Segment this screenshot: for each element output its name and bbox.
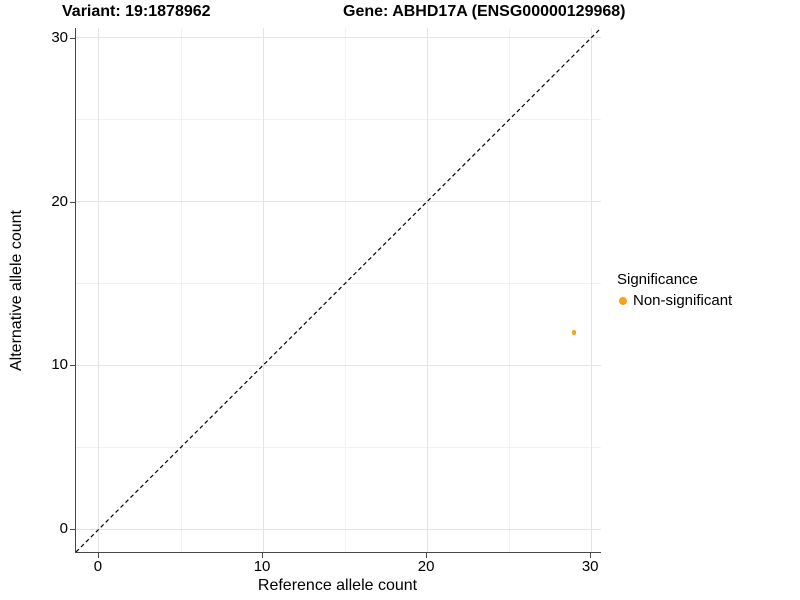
legend: Significance Non-significant	[617, 270, 732, 309]
legend-entry-label: Non-significant	[633, 292, 733, 309]
plot-title-gene: Gene: ABHD17A (ENSG00000129968)	[343, 3, 626, 20]
y-tick-mark	[70, 365, 75, 367]
y-minor-gridline	[76, 446, 601, 448]
x-major-gridline	[426, 28, 428, 552]
scatter-point	[571, 330, 576, 335]
y-tick-label: 30	[51, 28, 68, 46]
x-tick-mark	[426, 553, 428, 558]
x-major-gridline	[262, 28, 264, 552]
x-major-gridline	[98, 28, 100, 552]
x-minor-gridline	[508, 28, 510, 552]
y-minor-gridline	[76, 119, 601, 121]
legend-title: Significance	[617, 271, 698, 288]
y-minor-gridline	[76, 282, 601, 284]
y-major-gridline	[76, 364, 601, 366]
legend-entries: Non-significant	[617, 292, 732, 309]
x-minor-gridline	[344, 28, 346, 552]
y-tick-mark	[70, 529, 75, 531]
y-tick-label: 10	[51, 356, 68, 374]
x-tick-label: 10	[253, 558, 271, 575]
x-tick-mark	[262, 553, 264, 558]
y-tick-mark	[70, 37, 75, 39]
plot-title-variant: Variant: 19:1878962	[62, 3, 211, 20]
y-tick-label: 0	[59, 520, 68, 538]
x-tick-mark	[97, 553, 99, 558]
x-minor-gridline	[180, 28, 182, 552]
y-tick-label: 20	[51, 192, 68, 210]
plot-panel	[75, 28, 601, 553]
y-major-gridline	[76, 201, 601, 203]
legend-key-point	[619, 296, 627, 305]
x-tick-label: 0	[93, 558, 103, 575]
x-axis-title: Reference allele count	[257, 577, 418, 594]
y-major-gridline	[76, 528, 601, 530]
y-major-gridline	[76, 37, 601, 39]
y-axis-title: Alternative allele count	[8, 209, 25, 371]
x-major-gridline	[590, 28, 592, 552]
x-tick-mark	[590, 553, 592, 558]
y-tick-mark	[70, 201, 75, 203]
x-tick-label: 30	[581, 558, 599, 575]
x-tick-label: 20	[417, 558, 435, 575]
legend-entry: Non-significant	[617, 292, 732, 309]
